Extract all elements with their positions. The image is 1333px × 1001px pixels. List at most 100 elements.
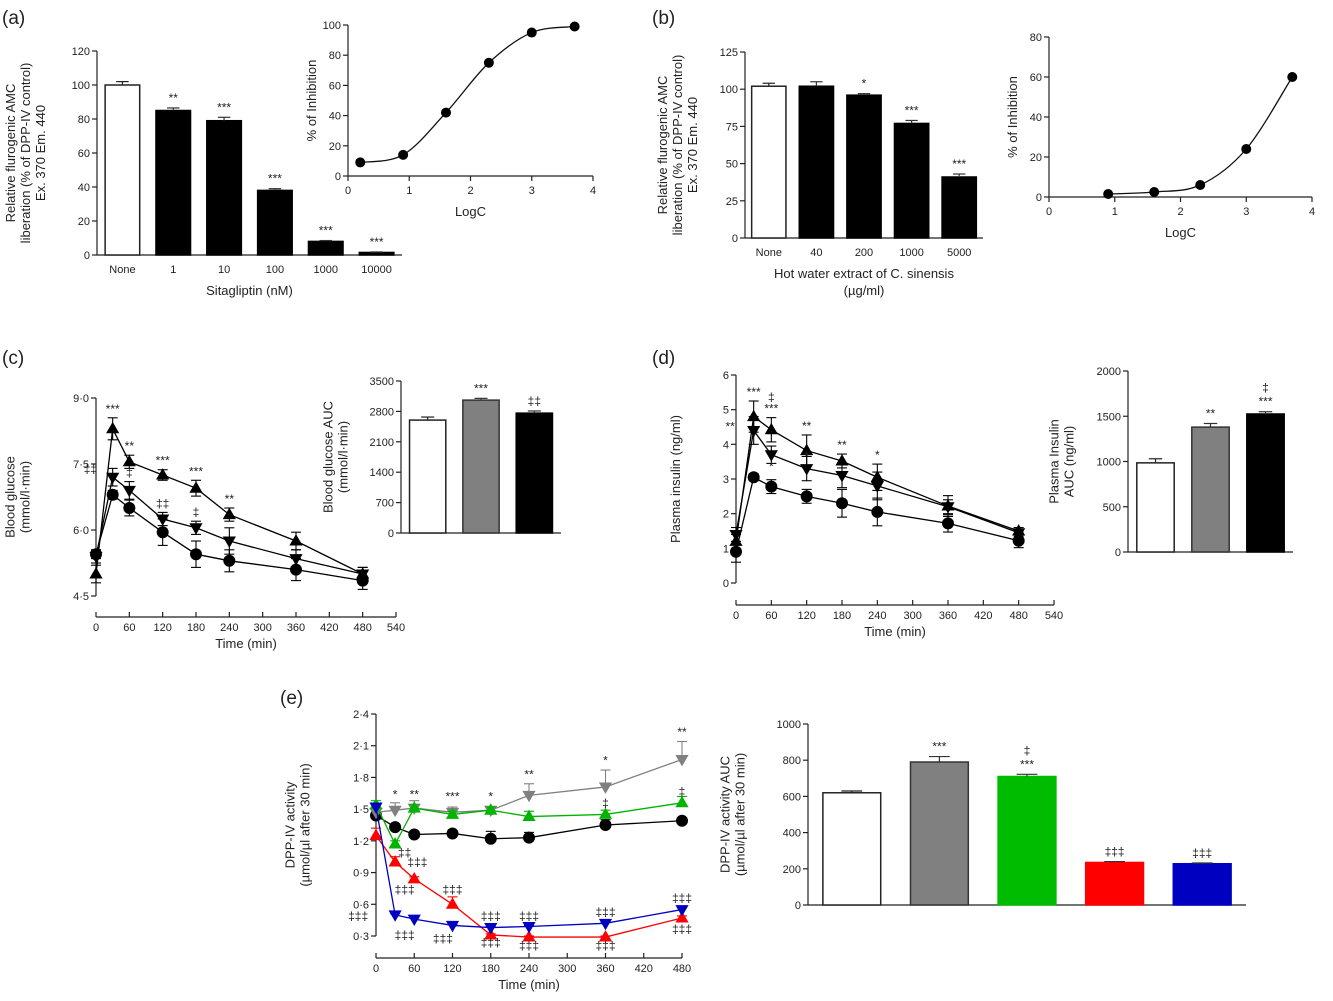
data-point-triangle-down — [729, 529, 743, 542]
fit-curve — [360, 25, 575, 164]
data-point-triangle-up — [445, 897, 460, 909]
x-tick-label: 300 — [558, 963, 576, 975]
data-point-triangle-up — [388, 855, 402, 867]
y-axis-label: % of Inhibition — [304, 60, 319, 142]
y-tick-label: 2·1 — [353, 741, 369, 753]
y-tick-label: 80 — [1030, 32, 1042, 44]
x-tick-label: 60 — [123, 622, 135, 634]
x-tick-label: 480 — [353, 622, 371, 634]
bar — [1136, 462, 1175, 553]
data-point — [1149, 187, 1160, 197]
data-point-triangle-down — [369, 802, 383, 814]
x-axis-label: Time (min) — [864, 624, 926, 639]
y-axis-label: (µmol/µl after 30 min) — [298, 763, 313, 886]
data-point-triangle-down — [189, 523, 203, 535]
chart-c-line: 4·5 6·0 7·5 9·0 0 60 120 180 240 300 360 420 480 540 T… — [3, 393, 406, 651]
y-tick-label: 0 — [84, 250, 90, 262]
y-tick-label: 75 — [726, 121, 738, 133]
x-tick-label: 2 — [467, 185, 473, 197]
chart-b-bar: 0 25 50 75 100 125 None 40 * 200 *** 1000 *** 5000 Rel… — [655, 47, 983, 298]
significance-label: ‡‡‡ — [348, 909, 368, 923]
significance-label: ‡‡‡ — [407, 855, 427, 869]
bar — [256, 189, 293, 256]
series-line — [735, 428, 1019, 535]
y-tick-label: 80 — [329, 50, 341, 62]
significance-label: ‡‡‡ — [1105, 845, 1125, 859]
y-tick-label: 9·0 — [73, 393, 89, 405]
significance-label: *** — [217, 100, 231, 114]
x-tick-label: 10000 — [361, 264, 392, 276]
y-tick-label: 0 — [1115, 547, 1121, 559]
y-axis-label: DPP-IV activity AUC — [718, 756, 733, 873]
data-point-triangle-down — [522, 790, 536, 803]
y-axis-label: liberation (% of DPP-IV control) — [18, 63, 33, 244]
data-point-triangle-up — [598, 930, 613, 942]
y-tick-label: 500 — [1103, 502, 1121, 514]
data-point-circle — [223, 554, 236, 567]
y-tick-label: 0·9 — [353, 868, 369, 880]
y-axis-label: liberation (% of DPP-IV control) — [670, 55, 685, 236]
significance-label: ** — [1206, 406, 1216, 420]
series-triangle-down — [729, 416, 1026, 542]
x-tick-label: 1 — [1112, 206, 1118, 218]
bar — [408, 419, 447, 534]
significance-label: ‡‡‡ — [442, 883, 462, 897]
x-tick-label: 420 — [974, 610, 992, 622]
data-point-triangle-up — [89, 567, 103, 579]
bar — [515, 412, 554, 534]
significance-label: *** — [189, 464, 203, 478]
x-tick-label: 0 — [373, 963, 379, 975]
y-axis-label: Relative flurogenic AMC — [655, 76, 670, 215]
data-point-triangle-down — [522, 921, 536, 934]
y-axis-label: Blood glucose AUC — [321, 401, 336, 513]
significance-label: *** — [268, 172, 282, 186]
y-tick-label: 25 — [726, 196, 738, 208]
significance-label: ** — [837, 438, 847, 452]
chart-e-line: 0·3 0·6 0·9 1·2 1·5 1·8 2·1 2·4 0 60 120 180 240 300 3… — [283, 709, 693, 992]
y-tick-label: 3500 — [370, 376, 394, 388]
y-tick-label: 0 — [795, 900, 801, 912]
bar — [1172, 862, 1232, 906]
x-tick-label: 3 — [1243, 206, 1249, 218]
y-tick-label: 4 — [723, 439, 729, 451]
y-tick-label: 20 — [329, 141, 341, 153]
data-point-triangle-up — [189, 481, 203, 493]
data-point-triangle-up — [764, 422, 778, 435]
y-tick-label: 100 — [72, 80, 90, 92]
y-tick-label: 40 — [78, 182, 90, 194]
data-point-triangle-down — [106, 472, 120, 485]
bar — [1246, 413, 1285, 553]
y-tick-label: 700 — [376, 498, 394, 510]
x-tick-label: 200 — [855, 247, 873, 259]
significance-label: ‡ — [1024, 743, 1031, 757]
bar — [1191, 426, 1230, 553]
fit-curve — [1108, 76, 1293, 195]
significance-label: *** — [319, 224, 333, 238]
significance-label: ‡‡‡ — [672, 891, 692, 905]
y-tick-label: 600 — [783, 791, 801, 803]
significance-label: * — [804, 449, 809, 463]
y-tick-label: 80 — [78, 114, 90, 126]
data-point-triangle-up — [407, 872, 421, 884]
x-tick-label: 540 — [1045, 610, 1063, 622]
y-tick-label: 6·0 — [73, 525, 89, 537]
series-grey-triangle-down — [369, 740, 689, 820]
y-tick-label: 40 — [329, 111, 341, 123]
significance-label: *** — [370, 235, 384, 249]
y-axis-label: Ex. 370 Em. 440 — [685, 97, 700, 193]
data-point — [1241, 144, 1252, 154]
significance-label: *** — [156, 454, 170, 468]
x-tick-label: None — [756, 247, 782, 259]
data-point-circle — [599, 819, 612, 831]
significance-label: ** — [125, 439, 135, 453]
x-tick-label: 1 — [406, 185, 412, 197]
bar — [155, 109, 192, 256]
data-point-triangle-up — [835, 454, 849, 466]
significance-label: ‡ — [602, 796, 609, 810]
data-point-triangle-up — [369, 828, 383, 841]
x-tick-label: 300 — [253, 622, 271, 634]
y-axis-label: (mmol/l·min) — [18, 461, 33, 533]
y-axis-label: Plasma insulin (ng/ml) — [668, 415, 683, 543]
